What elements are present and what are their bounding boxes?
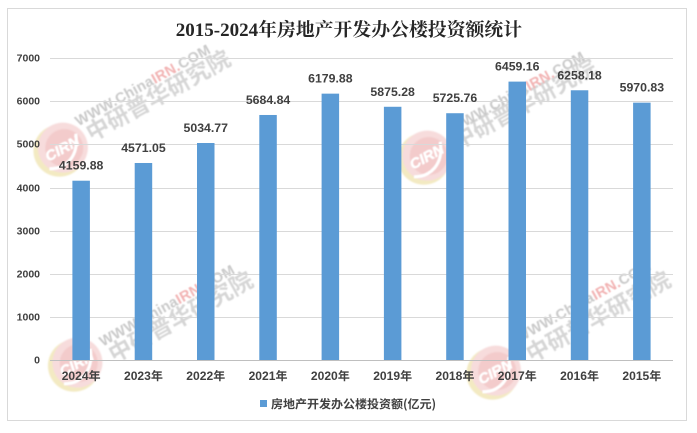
svg-text:2017: 2017: [498, 369, 525, 383]
svg-text:2018: 2018: [435, 369, 462, 383]
svg-text:6179.88: 6179.88: [308, 72, 353, 86]
svg-text:2016: 2016: [560, 369, 587, 383]
svg-text:4571.05: 4571.05: [121, 141, 166, 155]
svg-text:5970.83: 5970.83: [620, 81, 665, 95]
svg-text:6258.18: 6258.18: [557, 68, 602, 82]
svg-text:5000: 5000: [17, 139, 41, 151]
svg-text:1000: 1000: [17, 312, 41, 324]
svg-text:2015: 2015: [622, 369, 649, 383]
svg-text:2015-2024: 2015-2024: [176, 20, 259, 41]
svg-text:5875.28: 5875.28: [370, 85, 415, 99]
svg-text:6000: 6000: [17, 96, 41, 108]
svg-text:2023: 2023: [124, 369, 151, 383]
svg-text:2019: 2019: [373, 369, 400, 383]
svg-text:7000: 7000: [17, 53, 41, 65]
svg-text:4000: 4000: [17, 183, 41, 195]
svg-text:2020: 2020: [311, 369, 338, 383]
svg-text:3000: 3000: [17, 226, 41, 238]
svg-text:5725.76: 5725.76: [433, 91, 478, 105]
svg-text:0: 0: [34, 355, 40, 367]
svg-text:2021: 2021: [249, 369, 276, 383]
svg-text:2022: 2022: [186, 369, 213, 383]
svg-text:2000: 2000: [17, 269, 41, 281]
svg-text:5684.84: 5684.84: [246, 93, 291, 107]
svg-text:2024: 2024: [62, 369, 89, 383]
svg-text:6459.16: 6459.16: [495, 60, 540, 74]
svg-text:4159.88: 4159.88: [59, 159, 104, 173]
svg-text:5034.77: 5034.77: [184, 121, 229, 135]
